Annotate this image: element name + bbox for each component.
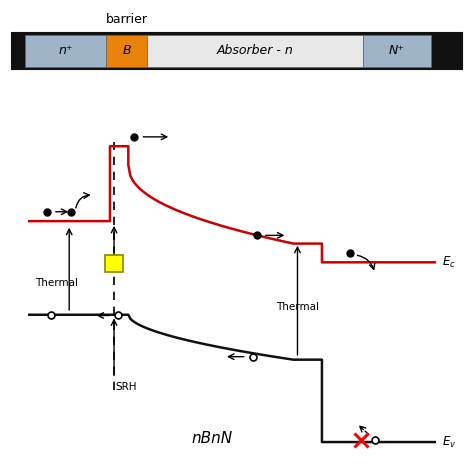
Text: $E_v$: $E_v$ (442, 435, 456, 450)
Text: B: B (122, 45, 131, 57)
Text: nBnN: nBnN (191, 431, 232, 446)
Text: SRH: SRH (116, 382, 137, 392)
Text: Absorber - n: Absorber - n (217, 45, 293, 57)
Text: +: + (463, 44, 474, 58)
Text: $E_c$: $E_c$ (442, 255, 456, 270)
Text: n⁺: n⁺ (59, 45, 73, 57)
Bar (105, 255, 123, 272)
Text: Thermal: Thermal (276, 302, 319, 312)
Text: barrier: barrier (106, 13, 148, 26)
Text: N⁺: N⁺ (389, 45, 405, 57)
Text: −: − (0, 44, 11, 58)
Text: Thermal: Thermal (36, 278, 79, 288)
